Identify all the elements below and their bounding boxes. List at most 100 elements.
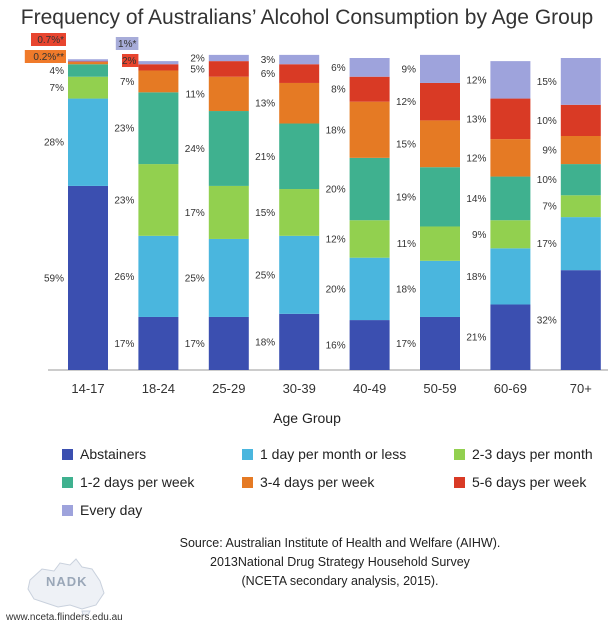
source-line-1: Source: Australian Institute of Health a…: [179, 536, 501, 550]
data-label: 8%: [331, 85, 346, 96]
data-label: 25%: [255, 270, 275, 281]
bar-segment-50-59-2-3-days-per-month: [420, 226, 460, 261]
chart-title: Frequency of Australians’ Alcohol Consum…: [20, 6, 594, 29]
bar-segment-60-69-abstainers: [490, 304, 531, 370]
legend-swatch: [62, 477, 73, 488]
bar-segment-50-59-every-day: [420, 54, 460, 83]
legend-item: 3-4 days per week: [242, 474, 374, 490]
legend-label: 3-4 days per week: [260, 474, 375, 490]
bar-segment-25-29-3-4-days-per-week: [208, 76, 249, 112]
data-label: 15%: [255, 208, 275, 219]
bar-segment-60-69-5-6-days-per-week: [490, 98, 531, 140]
bar-segment-50-59-3-4-days-per-week: [420, 120, 460, 168]
bar-segment-30-39-2-3-days-per-month: [279, 189, 320, 236]
data-label: 26%: [114, 272, 134, 283]
legend-swatch: [62, 449, 73, 460]
bar-segment-14-17-5-6-days-per-week: [68, 61, 108, 63]
data-label: 7%: [50, 83, 65, 94]
data-label: 12%: [396, 97, 416, 108]
bar-segment-60-69-2-3-days-per-month: [490, 220, 531, 249]
data-label: 15%: [537, 77, 557, 88]
x-tick-label: 50-59: [423, 381, 456, 396]
data-label: 23%: [114, 124, 134, 135]
bar-segment-40-49-1-2-days-per-week: [349, 157, 390, 221]
bar-segment-25-29-1-2-days-per-week: [208, 111, 249, 186]
data-label: 13%: [466, 114, 486, 125]
data-label: 7%: [120, 77, 135, 88]
data-label-highlight: [115, 37, 139, 50]
data-label: 28%: [44, 138, 64, 149]
data-label: 11%: [397, 239, 416, 250]
legend-item: 5-6 days per week: [454, 474, 586, 490]
x-axis-label: Age Group: [273, 410, 341, 426]
data-label: 9%: [472, 230, 487, 241]
legend-swatch: [454, 449, 465, 460]
data-label: 59%: [44, 273, 64, 284]
bar-segment-14-17-every-day: [68, 59, 108, 62]
data-label: 17%: [396, 339, 416, 350]
data-label: 2%: [190, 54, 205, 65]
data-label: 21%: [255, 152, 275, 163]
data-label: 2%: [122, 56, 137, 67]
bar-segment-40-49-abstainers: [349, 320, 390, 370]
legend-label: 5-6 days per week: [472, 474, 587, 490]
data-label: 10%: [537, 175, 557, 186]
source-note: Source: Australian Institute of Health a…: [100, 534, 580, 591]
data-label: 23%: [114, 195, 134, 206]
data-label: 18%: [396, 284, 416, 295]
bar-segment-60-69-1-day-per-month-or-less: [490, 248, 531, 305]
data-labels-group: 59% 28% 7% 4% 0.7%* 0.2%** 17% 26% 23% 23% 7% 2% 1%*…: [24, 33, 557, 352]
bar-segment-25-29-5-6-days-per-week: [208, 61, 249, 77]
data-label: 15%: [396, 139, 416, 150]
bar-segment-25-29-2-3-days-per-month: [208, 185, 249, 239]
bar-segment-30-39-1-2-days-per-week: [279, 123, 320, 190]
data-label: 5%: [190, 64, 205, 75]
x-tick-label: 40-49: [353, 381, 386, 396]
bar-segment-18-24-abstainers: [138, 316, 179, 370]
legend-item: 2-3 days per month: [454, 446, 593, 462]
bar-segment-60-69-1-2-days-per-week: [490, 176, 531, 221]
australia-map-logo: [27, 558, 105, 615]
bar-segment-14-17-abstainers: [68, 185, 108, 370]
data-label: 10%: [537, 116, 557, 127]
data-label: 3%: [261, 55, 276, 66]
data-label: 20%: [326, 185, 346, 196]
bar-segment-40-49-2-3-days-per-month: [349, 220, 390, 258]
bar-segment-14-17-1-day-per-month-or-less: [68, 98, 108, 186]
logo-text: NADK: [46, 574, 88, 589]
bar-segment-40-49-1-day-per-month-or-less: [349, 257, 390, 321]
data-label: 7%: [542, 202, 557, 213]
data-label: 13%: [255, 99, 275, 110]
data-label: 1%*: [118, 39, 136, 50]
data-label: 19%: [396, 192, 416, 203]
data-label-highlight: [31, 33, 66, 46]
bar-segment-30-39-every-day: [279, 54, 320, 65]
data-label: 32%: [537, 316, 557, 327]
x-tick-label: 60-69: [494, 381, 527, 396]
legend-item: Abstainers: [62, 446, 146, 462]
x-tick-label: 14-17: [71, 381, 104, 396]
bar-segment-18-24-every-day: [138, 61, 179, 65]
data-label: 12%: [466, 75, 486, 86]
source-line-2: 2013National Drug Strategy Household Sur…: [210, 555, 470, 569]
bar-segment-30-39-1-day-per-month-or-less: [279, 235, 320, 314]
bar-segment-50-59-abstainers: [420, 316, 460, 370]
bar-segment-70+-3-4-days-per-week: [560, 136, 601, 165]
data-label: 17%: [185, 208, 205, 219]
data-label: 17%: [185, 339, 205, 350]
bar-segment-70+-5-6-days-per-week: [560, 104, 601, 136]
bar-segment-14-17-3-4-days-per-week: [68, 62, 108, 65]
bar-segment-40-49-5-6-days-per-week: [349, 76, 390, 102]
source-line-3: (NCETA secondary analysis, 2015).: [241, 574, 439, 588]
stacked-bar-chart: 59% 28% 7% 4% 0.7%* 0.2%** 17% 26% 23% 23% 7% 2% 1%*…: [24, 33, 608, 396]
bar-segment-25-29-1-day-per-month-or-less: [208, 238, 249, 317]
bar-segment-18-24-1-day-per-month-or-less: [138, 235, 179, 317]
data-label: 17%: [537, 239, 557, 250]
data-label: 25%: [185, 273, 205, 284]
bar-segment-40-49-3-4-days-per-week: [349, 101, 390, 158]
bar-segment-70+-2-3-days-per-month: [560, 195, 601, 218]
x-tick-label: 70+: [570, 381, 592, 396]
legend-item: 1 day per month or less: [242, 446, 406, 462]
legend-item: Every day: [62, 502, 142, 518]
bar-segment-14-17-2-3-days-per-month: [68, 76, 108, 99]
